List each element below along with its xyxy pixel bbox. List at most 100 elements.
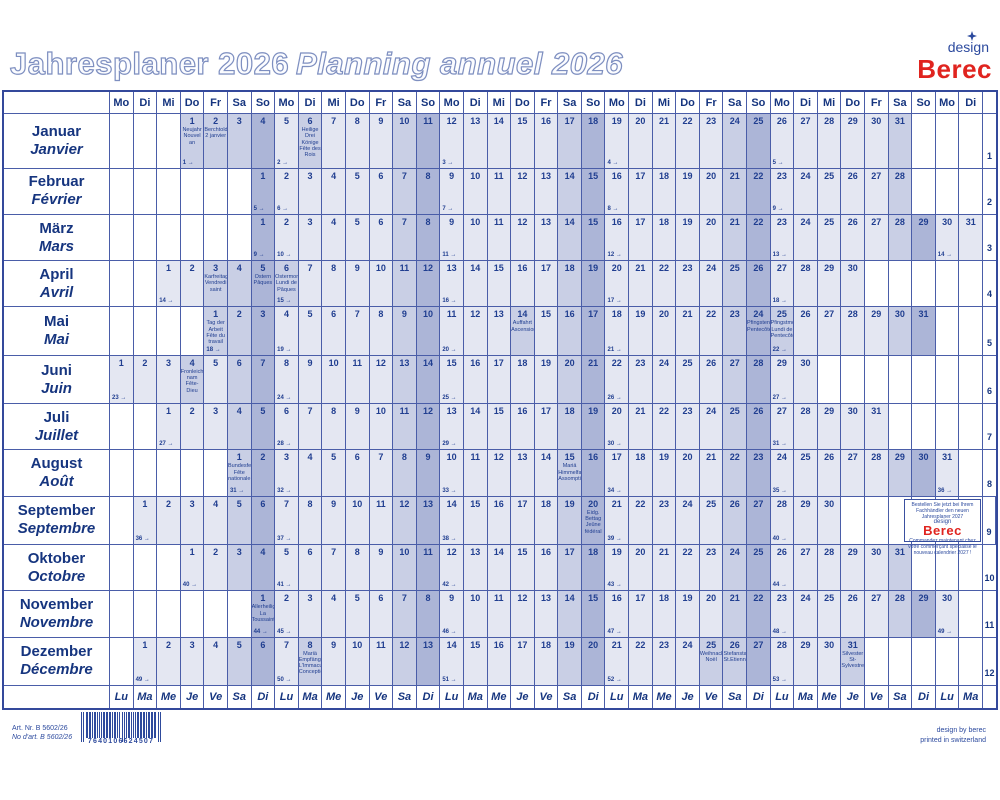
day-cell: 6 <box>369 168 394 215</box>
weekday-footer-cell: Me <box>322 686 346 708</box>
month-name-german: April <box>39 265 74 283</box>
weekday-footer-cell: Sa <box>558 686 582 708</box>
weekday-header-cell: Sa <box>558 92 582 114</box>
day-cell: 21 <box>629 261 653 308</box>
day-cell: 29 <box>888 450 913 497</box>
weekday-footer-cell: Me <box>817 686 842 708</box>
day-cell: 4 <box>204 496 228 546</box>
day-number: 12 <box>446 547 457 558</box>
day-cell: 23 <box>652 637 677 686</box>
day-number: 14 <box>423 357 434 368</box>
week-number: 3 → <box>442 159 454 166</box>
day-cell: 20 <box>558 355 582 405</box>
day-cell: 22 <box>699 307 724 356</box>
day-number: 24 <box>800 216 811 227</box>
day-number: 15 <box>588 170 599 181</box>
day-cell: 4 <box>227 261 252 308</box>
day-cell: 18 21 → <box>605 307 630 356</box>
day-number: 30 <box>847 406 858 417</box>
day-cell: 10 <box>463 214 488 262</box>
week-number: 38 → <box>442 536 457 543</box>
empty-day-cell <box>133 307 158 356</box>
day-cell: 25WeihnachtenNoël <box>699 637 724 686</box>
week-number: 49 → <box>937 628 953 635</box>
week-number: 43 → <box>607 582 622 589</box>
empty-day-cell <box>912 168 936 215</box>
day-cell: 23 <box>747 450 771 497</box>
day-number: 27 <box>824 309 835 320</box>
empty-day-cell <box>935 307 960 356</box>
day-number: 4 <box>283 309 289 320</box>
empty-day-cell <box>110 545 134 592</box>
day-number: 17 <box>493 357 504 368</box>
holiday-label: Silvester St-Sylvestre <box>841 651 864 670</box>
day-cell: 5 2 → <box>275 114 299 169</box>
day-number: 7 <box>401 593 407 604</box>
day-number: 5 <box>260 406 266 417</box>
design-cross-icon <box>967 31 977 41</box>
day-number: 8 <box>331 263 337 274</box>
day-cell: 21 <box>723 214 748 262</box>
day-cell: 12 42 → <box>440 545 464 592</box>
day-cell: 25 <box>817 214 842 262</box>
day-number: 7 <box>331 116 337 126</box>
holiday-label-line: Pâques <box>277 286 296 293</box>
weekday-header-cell: Sa <box>227 92 252 114</box>
week-number: 14 → <box>159 298 174 305</box>
day-cell: 4 <box>227 404 252 451</box>
day-number: 2 <box>283 170 289 181</box>
weekday-header-cell: Fr <box>534 92 559 114</box>
weekday-footer-cell: Sa <box>723 686 748 708</box>
day-number: 14 <box>540 452 551 463</box>
weekday-footer-cell: Lu <box>440 686 464 708</box>
empty-day-cell <box>204 591 228 638</box>
day-cell: 22 <box>652 261 677 308</box>
day-cell: 12 <box>393 637 417 686</box>
day-cell: 23 <box>629 355 653 405</box>
day-cell: 14 <box>487 114 512 169</box>
day-number: 7 <box>401 170 407 181</box>
weekday-header-cell: Sa <box>888 92 913 114</box>
empty-day-cell <box>935 404 960 451</box>
month-label: Juni Juin <box>4 355 110 405</box>
weekday-footer-cell: Lu <box>275 686 299 708</box>
day-number: 29 <box>918 216 929 227</box>
day-cell: 9 46 → <box>440 591 464 638</box>
day-cell: 16 12 → <box>605 214 630 262</box>
day-number: 2 <box>283 593 289 604</box>
day-number: 5 <box>354 170 360 181</box>
day-number: 8 <box>307 639 313 650</box>
day-number: 21 <box>611 498 622 509</box>
weekday-footer-cell: Je <box>676 686 700 708</box>
day-cell: 23 13 → <box>770 214 795 262</box>
day-cell: 12 <box>511 591 535 638</box>
month-label: Januar Janvier <box>4 114 110 169</box>
weekday-header-cell: Fr <box>204 92 228 114</box>
day-cell: 9 7 → <box>440 168 464 215</box>
day-cell: 10 <box>369 261 394 308</box>
day-cell: 20 <box>652 307 677 356</box>
weekday-footer-cell: Me <box>487 686 512 708</box>
day-number: 10 <box>375 263 386 274</box>
day-number: 17 <box>540 406 551 417</box>
day-cell: 6 <box>369 591 394 638</box>
day-cell: 2Berchtoldstag2 janvier <box>204 114 228 169</box>
day-cell: 22 <box>629 637 653 686</box>
week-number: 50 → <box>277 677 292 683</box>
week-number: 18 → <box>206 346 221 353</box>
day-number: 5 <box>283 116 289 126</box>
day-cell: 22 <box>747 168 771 215</box>
day-cell: 9 <box>369 114 394 169</box>
day-number: 25 <box>729 406 740 417</box>
day-cell: 27 31 → <box>770 404 795 451</box>
day-cell: 2 45 → <box>275 591 299 638</box>
empty-day-cell <box>865 261 889 308</box>
day-cell: 21 <box>629 404 653 451</box>
day-cell: 21 <box>652 545 677 592</box>
month-name-french: Mai <box>43 331 69 349</box>
day-cell: 13 <box>511 450 535 497</box>
month-number: 8 <box>983 450 996 497</box>
day-number: 27 <box>776 406 787 417</box>
weekday-header-cell: Mi <box>322 92 346 114</box>
day-number: 31 <box>871 406 882 417</box>
